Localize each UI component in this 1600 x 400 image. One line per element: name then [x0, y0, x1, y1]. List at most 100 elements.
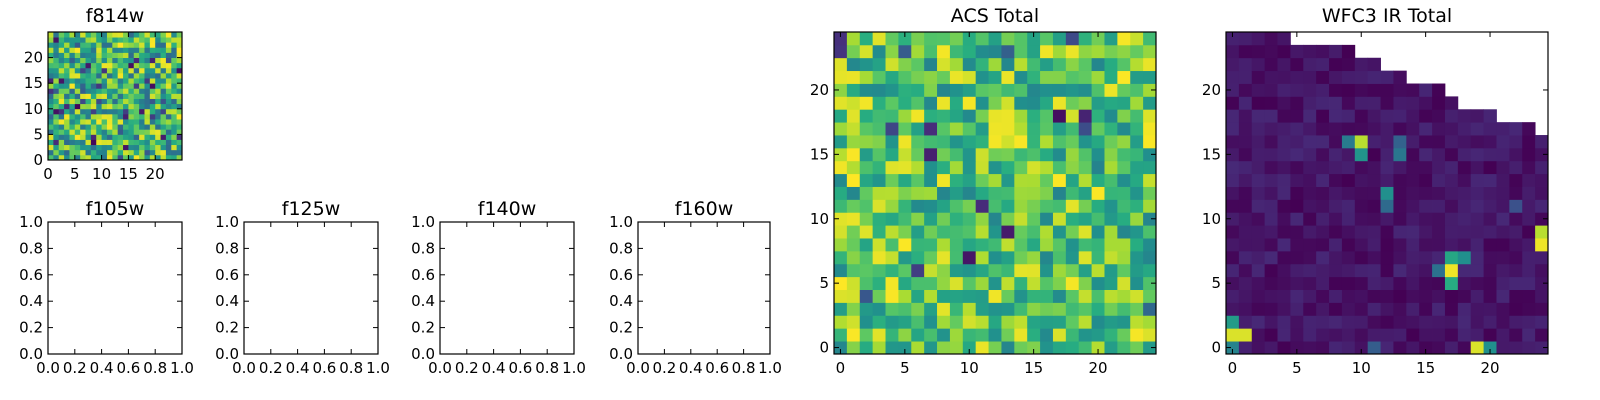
- heatmap-cell: [962, 212, 977, 226]
- heatmap-cell: [176, 113, 183, 120]
- heatmap-cell: [90, 93, 97, 99]
- heatmap-cell: [1444, 238, 1459, 252]
- heatmap-cell: [924, 276, 938, 290]
- heatmap-cell: [144, 124, 151, 130]
- heatmap-cell: [1393, 70, 1407, 84]
- heatmap-cell: [898, 263, 912, 278]
- heatmap-cell: [885, 44, 899, 59]
- heatmap-cell: [1419, 250, 1433, 265]
- heatmap-cell: [48, 154, 54, 161]
- y-tick-label: 0.2: [19, 319, 43, 337]
- heatmap-cell: [1367, 173, 1381, 187]
- heatmap-cell: [1457, 302, 1472, 316]
- heatmap-cell: [859, 160, 874, 175]
- heatmap-cell: [1432, 122, 1446, 136]
- heatmap-cell: [165, 42, 172, 48]
- heatmap-cell: [975, 276, 989, 290]
- heatmap-cell: [975, 96, 989, 110]
- x-tick-label: 5: [70, 165, 80, 183]
- heatmap-cell: [1406, 199, 1420, 213]
- heatmap-cell: [155, 83, 161, 89]
- heatmap-cell: [1052, 341, 1067, 355]
- heatmap-cell: [58, 83, 65, 89]
- heatmap-cell: [937, 109, 951, 123]
- heatmap-cell: [962, 70, 977, 84]
- heatmap-cell: [1419, 122, 1433, 136]
- heatmap-cell: [48, 124, 54, 130]
- heatmap-cell: [1432, 173, 1446, 187]
- heatmap-cell: [1290, 160, 1304, 175]
- heatmap-cell: [144, 139, 151, 146]
- heatmap-cell: [90, 129, 97, 135]
- heatmap-cell: [1014, 289, 1028, 303]
- heatmap-cell: [1419, 289, 1433, 303]
- heatmap-cell: [160, 67, 167, 74]
- heatmap-cell: [144, 37, 151, 43]
- heatmap-cell: [74, 139, 81, 146]
- heatmap-cell: [58, 139, 65, 146]
- heatmap-cell: [885, 302, 899, 316]
- heatmap-cells: [834, 32, 1157, 355]
- heatmap-cell: [139, 149, 145, 156]
- heatmap-cell: [1496, 135, 1510, 149]
- heatmap-cell: [898, 225, 912, 239]
- heatmap-cell: [911, 276, 925, 290]
- heatmap-cell: [1078, 57, 1092, 72]
- heatmap-cell: [1027, 57, 1041, 72]
- heatmap-cell: [139, 124, 145, 130]
- heatmap-cell: [872, 315, 886, 329]
- heatmap-cell: [911, 147, 925, 162]
- heatmap-cell: [80, 119, 86, 125]
- y-tick-label: 0.4: [609, 292, 633, 310]
- heatmap-cell: [1091, 341, 1105, 355]
- heatmap-cell: [171, 83, 178, 89]
- heatmap-cell: [1052, 186, 1067, 200]
- heatmap-cell: [90, 144, 97, 151]
- heatmap-cell: [155, 57, 161, 64]
- heatmap-cell: [1264, 238, 1278, 252]
- heatmap-cell: [924, 160, 938, 175]
- heatmap-cell: [1432, 96, 1446, 110]
- heatmap-cell: [1406, 238, 1420, 252]
- heatmap-cell: [133, 72, 140, 79]
- heatmap-cell: [133, 129, 140, 135]
- heatmap-cell: [1040, 173, 1054, 187]
- heatmap-cell: [85, 57, 92, 64]
- heatmap-cell: [139, 83, 145, 89]
- heatmap-cell: [1238, 315, 1253, 329]
- heatmap-cell: [1444, 147, 1459, 162]
- heatmap-cell: [101, 83, 108, 89]
- heatmap-cell: [106, 42, 113, 48]
- heatmap-cell: [58, 67, 65, 74]
- heatmap-cell: [846, 315, 861, 329]
- heatmap-cell: [1329, 341, 1343, 355]
- heatmap-cell: [69, 52, 76, 58]
- heatmap-cell: [149, 129, 156, 135]
- y-tick-label: 20: [24, 49, 43, 67]
- heatmap-cell: [834, 276, 848, 290]
- heatmap-cell: [64, 88, 70, 94]
- heatmap-cell: [1277, 160, 1291, 175]
- heatmap-cell: [1104, 70, 1118, 84]
- heatmap-cell: [1251, 289, 1266, 303]
- heatmap-cell: [988, 109, 1002, 123]
- heatmap-cell: [106, 47, 113, 53]
- panel-title: f105w: [86, 198, 145, 220]
- heatmap-cell: [69, 32, 76, 38]
- heatmap-cell: [1290, 199, 1304, 213]
- heatmap-cell: [171, 113, 178, 120]
- heatmap-cell: [846, 212, 861, 226]
- heatmap-cell: [1065, 32, 1080, 46]
- heatmap-cell: [165, 93, 172, 99]
- heatmap-cell: [1329, 238, 1343, 252]
- heatmap-cell: [1432, 289, 1446, 303]
- heatmap-cell: [898, 32, 912, 46]
- x-tick-label: 20: [1480, 359, 1499, 377]
- heatmap-cell: [1316, 328, 1330, 342]
- heatmap-cell: [937, 212, 951, 226]
- heatmap-cell: [144, 129, 151, 135]
- heatmap-cell: [123, 47, 129, 53]
- heatmap-cell: [69, 129, 76, 135]
- heatmap-cell: [1380, 70, 1394, 84]
- heatmap-cell: [1078, 225, 1092, 239]
